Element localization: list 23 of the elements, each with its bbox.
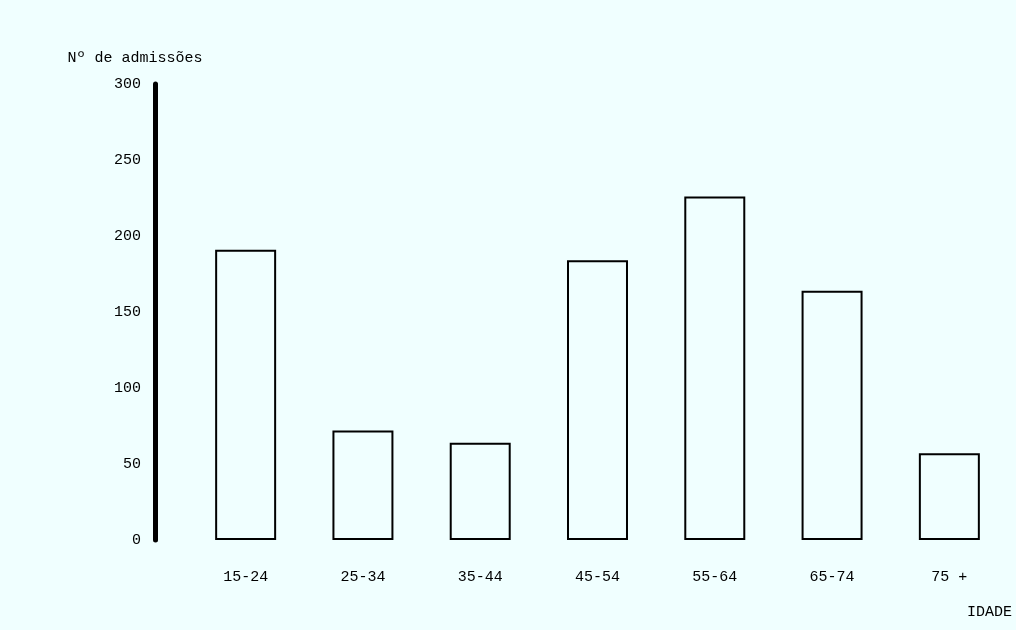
y-tick-label: 250 <box>113 151 141 169</box>
y-axis-title: Nº de admissões <box>67 50 203 67</box>
y-tick-label: 0 <box>131 531 141 549</box>
x-axis-title: IDADE <box>966 604 1013 621</box>
bar <box>567 260 628 540</box>
x-tick-label: 35-44 <box>457 569 503 586</box>
bar <box>918 453 980 540</box>
bar <box>449 442 511 540</box>
y-tick-label: 100 <box>113 379 141 397</box>
y-tick-label: 150 <box>113 303 141 321</box>
x-tick-label: 75 + <box>931 569 968 586</box>
bar <box>801 290 863 540</box>
bar <box>684 196 746 540</box>
bar <box>332 430 394 540</box>
x-tick-label: 45-54 <box>574 569 621 586</box>
x-tick-label: 15-24 <box>223 569 269 586</box>
y-tick-label: 200 <box>113 227 141 245</box>
x-tick-label: 55-64 <box>692 569 738 586</box>
y-tick-label: 300 <box>113 75 141 93</box>
x-tick-label: 65-74 <box>809 569 855 586</box>
x-tick-label: 25-34 <box>340 569 386 586</box>
y-tick-label: 50 <box>122 455 141 473</box>
bar <box>215 249 277 540</box>
